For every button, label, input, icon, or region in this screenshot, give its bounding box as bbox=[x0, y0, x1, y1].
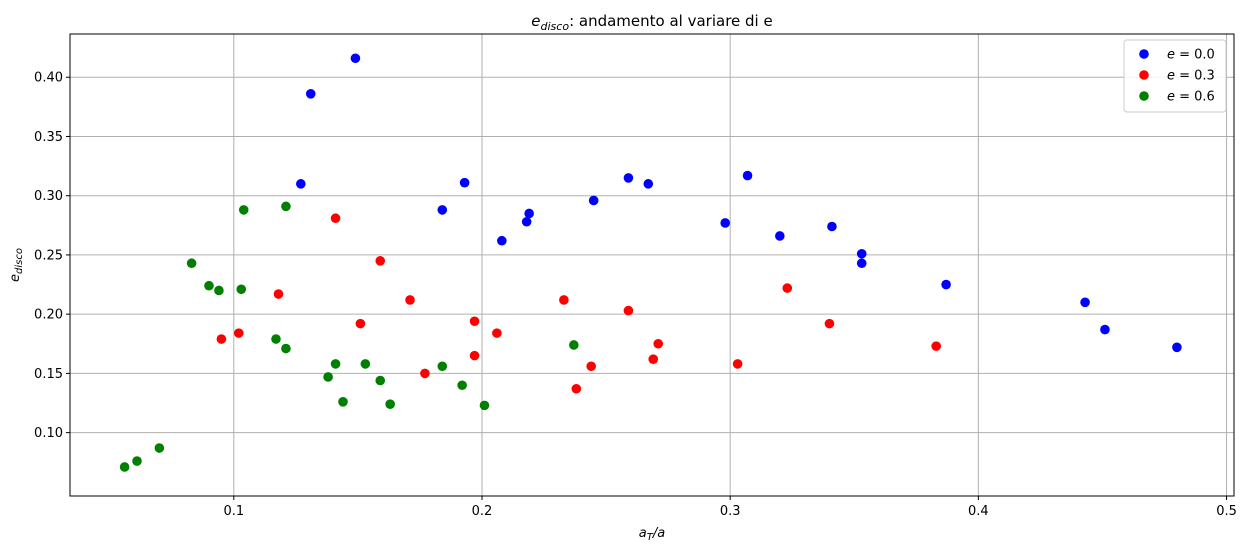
data-point-series-1 bbox=[648, 354, 659, 364]
data-point-series-2 bbox=[154, 443, 165, 453]
data-point-series-2 bbox=[360, 359, 371, 369]
data-point-series-2 bbox=[338, 397, 348, 407]
data-point-series-2 bbox=[119, 462, 130, 472]
data-point-series-0 bbox=[588, 195, 599, 206]
data-point-series-0 bbox=[1100, 324, 1110, 335]
data-point-series-1 bbox=[405, 295, 415, 305]
data-point-series-2 bbox=[457, 380, 467, 391]
x-tick-label: 0.4 bbox=[968, 504, 989, 519]
data-point-series-1 bbox=[469, 350, 480, 361]
x-tick-label: 0.5 bbox=[1216, 504, 1237, 519]
data-point-series-2 bbox=[569, 340, 579, 350]
data-point-series-0 bbox=[856, 258, 867, 269]
data-point-series-1 bbox=[586, 361, 596, 372]
data-point-series-2 bbox=[186, 258, 197, 269]
legend-marker-series-1 bbox=[1139, 70, 1149, 80]
data-point-series-1 bbox=[216, 334, 227, 344]
y-tick-label: 0.30 bbox=[34, 189, 63, 204]
legend-label-series-0: e = 0.0 bbox=[1167, 48, 1215, 63]
data-point-series-2 bbox=[437, 361, 448, 372]
data-point-series-2 bbox=[132, 456, 142, 466]
data-point-series-0 bbox=[643, 179, 654, 189]
data-point-series-2 bbox=[385, 399, 395, 409]
data-point-series-0 bbox=[459, 177, 470, 188]
data-point-series-2 bbox=[281, 201, 291, 212]
data-point-series-1 bbox=[375, 256, 386, 266]
legend-box bbox=[1123, 39, 1227, 113]
data-point-series-1 bbox=[492, 328, 502, 338]
legend-label-series-1: e = 0.3 bbox=[1167, 69, 1215, 84]
y-tick-label: 0.40 bbox=[34, 71, 63, 86]
data-point-series-1 bbox=[653, 338, 664, 349]
y-axis-label: edisco bbox=[8, 248, 25, 282]
x-tick-label: 0.1 bbox=[223, 504, 244, 519]
data-point-series-2 bbox=[323, 372, 333, 382]
data-point-series-0 bbox=[521, 216, 532, 227]
data-point-series-0 bbox=[827, 221, 837, 232]
data-point-series-1 bbox=[355, 318, 366, 329]
legend-entries: e = 0.0 e = 0.3 e = 0.6 bbox=[1139, 48, 1215, 105]
data-point-series-1 bbox=[782, 283, 793, 293]
y-tick-label: 0.20 bbox=[34, 308, 63, 323]
data-point-series-2 bbox=[281, 343, 291, 354]
data-point-series-1 bbox=[732, 359, 743, 369]
y-tick-label: 0.10 bbox=[34, 426, 63, 441]
data-point-series-2 bbox=[330, 359, 341, 369]
legend: e = 0.0 e = 0.3 e = 0.6 bbox=[1123, 39, 1227, 113]
legend-label-series-2: e = 0.6 bbox=[1167, 90, 1215, 105]
data-point-series-0 bbox=[856, 248, 867, 259]
y-tick-label: 0.15 bbox=[34, 367, 63, 382]
data-point-series-2 bbox=[479, 400, 490, 411]
grid-layer bbox=[70, 34, 1234, 496]
plot-frame bbox=[69, 33, 1235, 497]
x-axis-ticks: 0.1 0.2 0.3 0.4 0.5 bbox=[223, 496, 1237, 519]
data-point-series-2 bbox=[375, 375, 386, 386]
data-point-series-0 bbox=[742, 170, 753, 181]
data-point-series-0 bbox=[350, 53, 361, 64]
data-point-series-0 bbox=[775, 231, 785, 241]
data-point-series-0 bbox=[296, 179, 306, 189]
data-point-series-0 bbox=[437, 205, 448, 215]
data-point-series-1 bbox=[931, 341, 941, 351]
x-tick-label: 0.3 bbox=[720, 504, 741, 519]
data-point-series-0 bbox=[524, 208, 534, 219]
data-point-series-1 bbox=[623, 305, 634, 316]
chart-title: edisco: andamento al variare di e bbox=[531, 12, 772, 33]
data-point-series-0 bbox=[941, 279, 951, 290]
data-point-series-1 bbox=[824, 318, 835, 329]
data-point-series-0 bbox=[1172, 342, 1182, 353]
data-point-series-2 bbox=[238, 205, 249, 215]
data-point-series-0 bbox=[1080, 297, 1090, 308]
data-point-series-1 bbox=[273, 289, 284, 299]
legend-marker-series-2 bbox=[1139, 91, 1149, 101]
data-point-series-2 bbox=[214, 285, 224, 296]
data-point-series-0 bbox=[720, 218, 731, 228]
data-point-series-1 bbox=[420, 368, 430, 379]
x-axis-label: aT/a bbox=[639, 526, 665, 543]
y-tick-label: 0.25 bbox=[34, 248, 63, 263]
y-axis-ticks: 0.10 0.15 0.20 0.25 0.30 0.35 0.40 bbox=[34, 71, 70, 441]
y-tick-label: 0.35 bbox=[34, 130, 63, 145]
data-point-series-2 bbox=[236, 284, 247, 295]
data-point-series-1 bbox=[571, 383, 582, 394]
data-point-series-0 bbox=[305, 89, 316, 99]
data-point-series-0 bbox=[623, 173, 634, 183]
data-point-series-0 bbox=[497, 235, 507, 246]
legend-marker-series-0 bbox=[1139, 49, 1149, 59]
data-point-series-1 bbox=[469, 316, 480, 327]
data-point-series-1 bbox=[559, 295, 569, 305]
points-layer bbox=[119, 53, 1182, 472]
data-point-series-2 bbox=[271, 334, 281, 344]
data-point-series-2 bbox=[204, 280, 214, 291]
data-point-series-1 bbox=[330, 213, 341, 224]
data-point-series-1 bbox=[233, 328, 244, 338]
x-tick-label: 0.2 bbox=[472, 504, 493, 519]
